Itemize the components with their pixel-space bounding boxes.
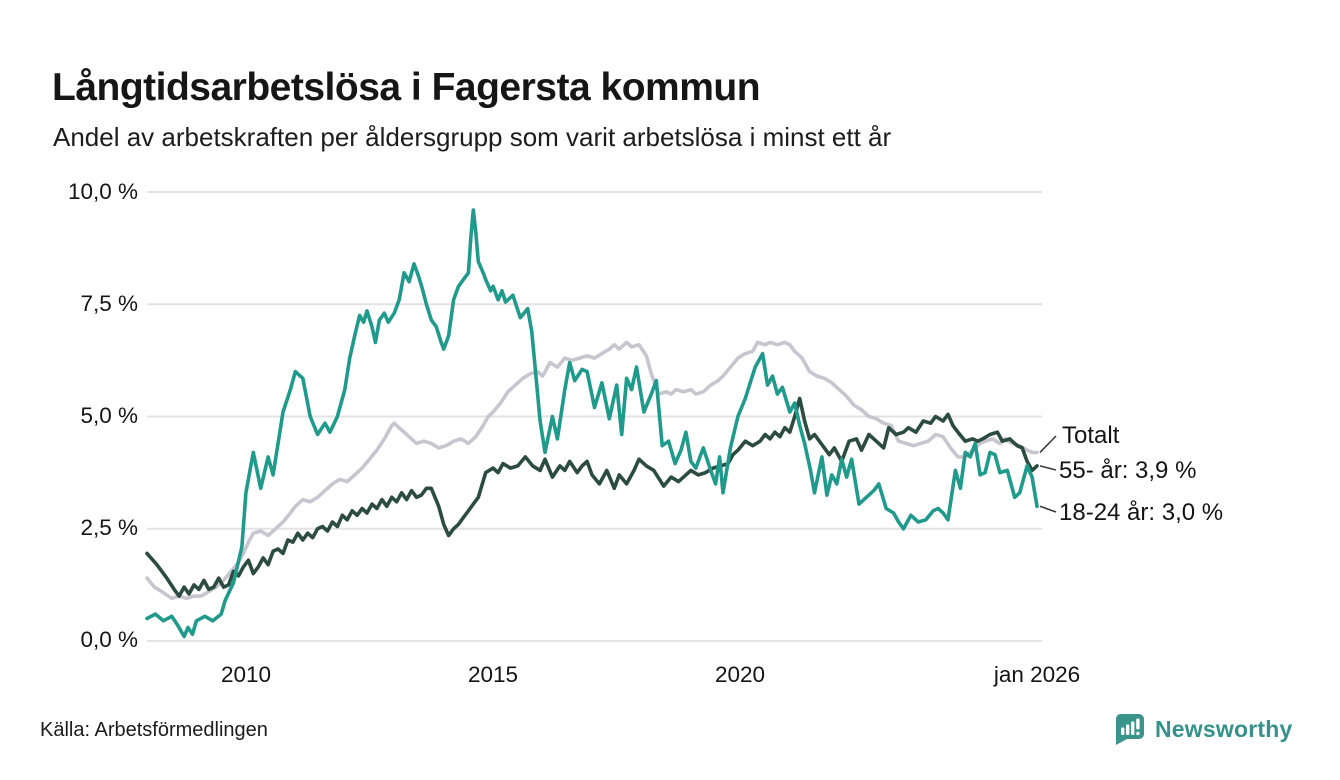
label-leader-line xyxy=(1039,465,1057,471)
newsworthy-logo: Newsworthy xyxy=(1112,712,1292,746)
bar-chart-speech-bubble-icon xyxy=(1115,714,1144,745)
y-axis-tick: 5,0 % xyxy=(80,403,138,428)
newsworthy-wordmark: Newsworthy xyxy=(1155,715,1293,742)
series-line-18-24-r xyxy=(145,208,1039,639)
chart-subtitle: Andel av arbetskraften per åldersgrupp s… xyxy=(53,122,892,152)
series-label-18-24-ar: 18-24 år: 3,0 % xyxy=(1059,499,1224,526)
source-note: Källa: Arbetsförmedlingen xyxy=(40,719,268,741)
series-label-totalt: Totalt xyxy=(1062,422,1120,449)
x-axis-tick: 2020 xyxy=(714,662,766,687)
y-axis-tick: 2,5 % xyxy=(80,515,138,540)
series-line-55-r xyxy=(145,396,1039,598)
page-title: Långtidsarbetslösa i Fagersta kommun xyxy=(52,66,761,110)
x-axis-tick: 2015 xyxy=(467,662,519,687)
y-axis-tick: 7,5 % xyxy=(80,291,138,316)
label-leader-line xyxy=(1039,435,1057,453)
y-axis-tick: 0,0 % xyxy=(80,627,138,652)
label-leader-line xyxy=(1039,505,1057,513)
series-line-totalt xyxy=(145,340,1039,601)
y-axis-tick: 10,0 % xyxy=(67,179,138,204)
x-axis-tick: 2010 xyxy=(220,662,272,687)
series-label-55-ar: 55- år: 3,9 % xyxy=(1059,457,1197,484)
x-axis-tick: jan 2026 xyxy=(993,662,1081,687)
